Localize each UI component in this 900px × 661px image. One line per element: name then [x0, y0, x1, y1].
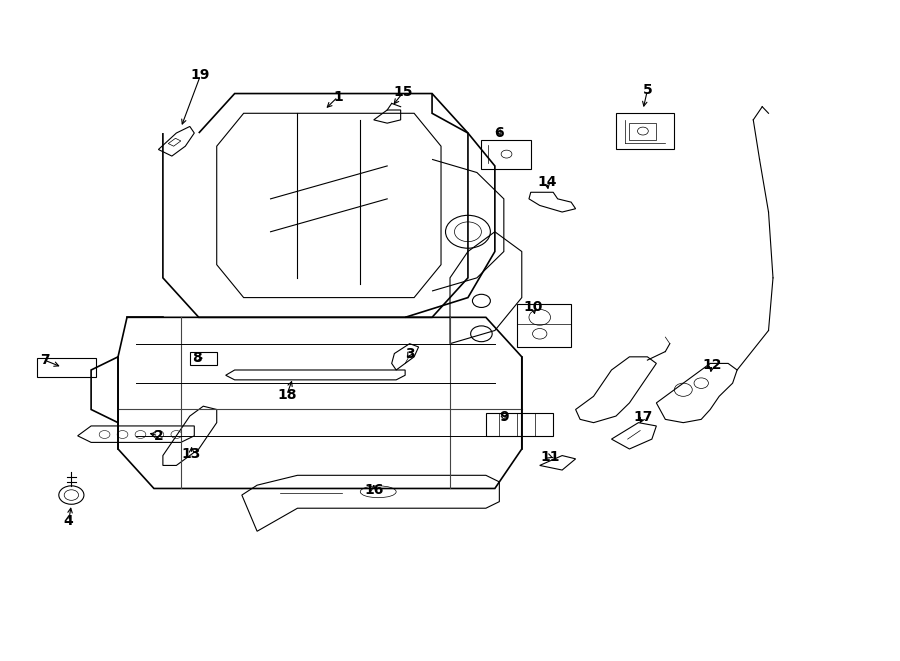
Text: 5: 5 — [643, 83, 652, 97]
Text: 2: 2 — [154, 429, 163, 443]
Text: 11: 11 — [541, 450, 560, 464]
Text: 18: 18 — [277, 388, 296, 402]
Text: 14: 14 — [537, 175, 556, 190]
Text: 10: 10 — [524, 301, 543, 315]
Text: 9: 9 — [499, 410, 508, 424]
Text: 12: 12 — [702, 358, 722, 371]
Text: 13: 13 — [182, 447, 202, 461]
Text: 1: 1 — [333, 90, 343, 104]
Text: 7: 7 — [40, 353, 50, 367]
Text: 3: 3 — [405, 346, 414, 360]
Text: 17: 17 — [634, 410, 652, 424]
Text: 19: 19 — [191, 68, 211, 82]
Text: 15: 15 — [393, 85, 413, 99]
Text: 6: 6 — [494, 126, 504, 140]
Text: 8: 8 — [192, 351, 202, 365]
Text: 16: 16 — [364, 483, 383, 497]
Text: 4: 4 — [64, 514, 74, 528]
